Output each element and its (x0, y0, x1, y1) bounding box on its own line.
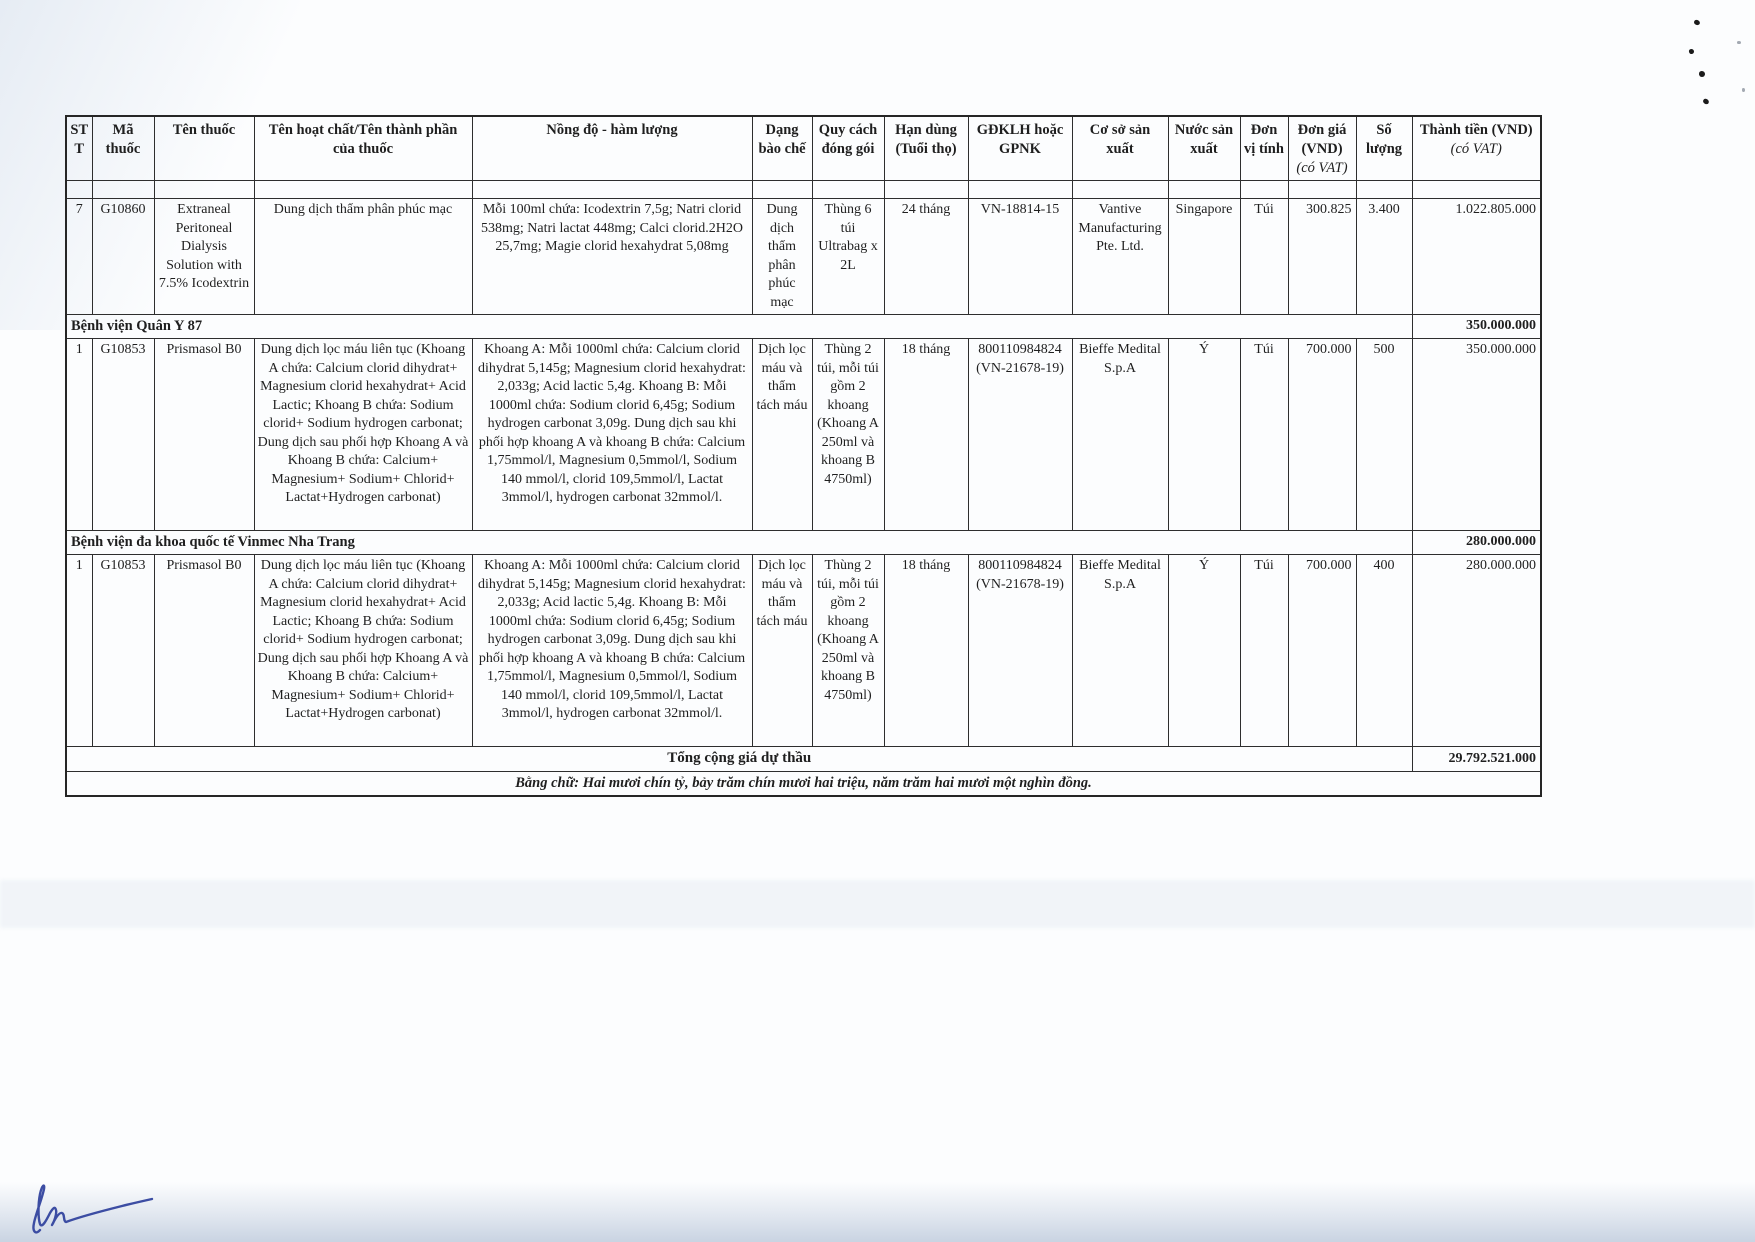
cell-don-gia: 300.825 (1287, 198, 1357, 316)
cell-quy-cach: Thùng 2 túi, mỗi túi gồm 2 khoang (Khoan… (811, 338, 885, 532)
col-nong-do: Nồng độ - hàm lượng (471, 115, 753, 182)
cell-han-dung: 18 tháng (883, 554, 969, 748)
section-name: Bệnh viện đa khoa quốc tế Vinmec Nha Tra… (65, 530, 1413, 556)
cell-dang-bao-che: Dung dịch thẩm phân phúc mạc (751, 198, 813, 316)
col-ma-thuoc: Mã thuốc (91, 115, 155, 182)
spacer-row (65, 180, 1542, 200)
cell-so-luong: 500 (1355, 338, 1413, 532)
cell-don-gia: 700.000 (1287, 554, 1357, 748)
cell-hoat-chat: Dung dịch lọc máu liên tục (Khoang A chứ… (253, 338, 473, 532)
col-stt: STT (65, 115, 93, 182)
cell-co-so: Bieffe Medital S.p.A (1071, 554, 1169, 748)
cell-stt: 1 (65, 338, 93, 532)
col-ten-thuoc: Tên thuốc (153, 115, 255, 182)
grand-total-value: 29.792.521.000 (1411, 746, 1542, 773)
cell-thanh-tien: 1.022.805.000 (1411, 198, 1542, 316)
cell-stt: 1 (65, 554, 93, 748)
cell-so-luong: 400 (1355, 554, 1413, 748)
col-thanh-tien-label: Thành tiền (VND) (1419, 122, 1533, 138)
scan-speck (1737, 41, 1741, 44)
col-han-dung: Hạn dùng (Tuổi thọ) (883, 115, 969, 182)
cell-don-vi: Túi (1239, 338, 1289, 532)
cell-nong-do: Khoang A: Mỗi 1000ml chứa: Calcium clori… (471, 554, 753, 748)
cell-quy-cach: Thùng 2 túi, mỗi túi gồm 2 khoang (Khoan… (811, 554, 885, 748)
cell-nong-do: Khoang A: Mỗi 1000ml chứa: Calcium clori… (471, 338, 753, 532)
cell-nuoc: Singapore (1167, 198, 1241, 316)
col-hoat-chat: Tên hoạt chất/Tên thành phần của thuốc (253, 115, 473, 182)
col-nuoc: Nước sản xuất (1167, 115, 1241, 182)
cell-dang-bao-che: Dịch lọc máu và thẩm tách máu (751, 338, 813, 532)
section-name: Bệnh viện Quân Y 87 (65, 314, 1413, 340)
section-row-vinmec-nha-trang: Bệnh viện đa khoa quốc tế Vinmec Nha Tra… (65, 530, 1542, 556)
signature-mark (32, 1184, 154, 1234)
scan-speck (1699, 71, 1705, 77)
cell-ma-thuoc: G10853 (91, 338, 155, 532)
cell-ma-thuoc: G10860 (91, 198, 155, 316)
table-row-prismasol-2: 1 G10853 Prismasol B0 Dung dịch lọc máu … (65, 554, 1542, 748)
tender-price-table: STT Mã thuốc Tên thuốc Tên hoạt chất/Tên… (65, 115, 1542, 798)
cell-gdklh: 800110984824 (VN-21678-19) (967, 554, 1073, 748)
scan-tint-midband (0, 880, 1755, 928)
cell-don-vi: Túi (1239, 198, 1289, 316)
cell-quy-cach: Thùng 6 túi Ultrabag x 2L (811, 198, 885, 316)
scan-speck (1742, 88, 1745, 92)
cell-don-vi: Túi (1239, 554, 1289, 748)
section-total: 350.000.000 (1411, 314, 1542, 340)
cell-don-gia: 700.000 (1287, 338, 1357, 532)
cell-gdklh: VN-18814-15 (967, 198, 1073, 316)
col-dang-bao-che: Dạng bào chế (751, 115, 813, 182)
col-gdklh: GĐKLH hoặc GPNK (967, 115, 1073, 182)
cell-co-so: Vantive Manufacturing Pte. Ltd. (1071, 198, 1169, 316)
cell-ten-thuoc: Prismasol B0 (153, 554, 255, 748)
scan-speck (1688, 48, 1695, 55)
col-co-so: Cơ sở sản xuất (1071, 115, 1169, 182)
amount-in-words-row: Bằng chữ: Hai mươi chín tỷ, bảy trăm chí… (65, 771, 1542, 797)
cell-dang-bao-che: Dịch lọc máu và thẩm tách máu (751, 554, 813, 748)
table-header-row: STT Mã thuốc Tên thuốc Tên hoạt chất/Tên… (65, 115, 1542, 182)
cell-ma-thuoc: G10853 (91, 554, 155, 748)
cell-co-so: Bieffe Medital S.p.A (1071, 338, 1169, 532)
scan-speck (1702, 97, 1710, 106)
cell-nuoc: Ý (1167, 554, 1241, 748)
cell-nong-do: Mỗi 100ml chứa: Icodextrin 7,5g; Natri c… (471, 198, 753, 316)
grand-total-label: Tổng cộng giá dự thầu (65, 746, 1413, 773)
col-don-gia-note: (có VAT) (1296, 160, 1348, 177)
col-quy-cach: Quy cách đóng gói (811, 115, 885, 182)
col-don-gia-label: Đơn giá (VND) (1297, 122, 1347, 158)
cell-so-luong: 3.400 (1355, 198, 1413, 316)
section-row-quan-y-87: Bệnh viện Quân Y 87 350.000.000 (65, 314, 1542, 340)
cell-hoat-chat: Dung dịch lọc máu liên tục (Khoang A chứ… (253, 554, 473, 748)
col-don-vi: Đơn vị tính (1239, 115, 1289, 182)
scan-speck (1693, 19, 1701, 26)
cell-han-dung: 18 tháng (883, 338, 969, 532)
amount-in-words: Bằng chữ: Hai mươi chín tỷ, bảy trăm chí… (65, 771, 1542, 797)
table-row-prismasol-1: 1 G10853 Prismasol B0 Dung dịch lọc máu … (65, 338, 1542, 532)
grand-total-row: Tổng cộng giá dự thầu 29.792.521.000 (65, 746, 1542, 773)
col-thanh-tien-note: (có VAT) (1450, 141, 1502, 158)
col-thanh-tien: Thành tiền (VND) (có VAT) (1411, 115, 1542, 182)
col-don-gia: Đơn giá (VND) (có VAT) (1287, 115, 1357, 182)
cell-hoat-chat: Dung dịch thẩm phân phúc mạc (253, 198, 473, 316)
cell-stt: 7 (65, 198, 93, 316)
section-total: 280.000.000 (1411, 530, 1542, 556)
cell-han-dung: 24 tháng (883, 198, 969, 316)
col-so-luong: Số lượng (1355, 115, 1413, 182)
cell-thanh-tien: 280.000.000 (1411, 554, 1542, 748)
cell-ten-thuoc: Extraneal Peritoneal Dialysis Solution w… (153, 198, 255, 316)
scan-tint-bottom (0, 1182, 1755, 1242)
cell-nuoc: Ý (1167, 338, 1241, 532)
cell-ten-thuoc: Prismasol B0 (153, 338, 255, 532)
table-row-extraneal: 7 G10860 Extraneal Peritoneal Dialysis S… (65, 198, 1542, 316)
cell-thanh-tien: 350.000.000 (1411, 338, 1542, 532)
cell-gdklh: 800110984824 (VN-21678-19) (967, 338, 1073, 532)
